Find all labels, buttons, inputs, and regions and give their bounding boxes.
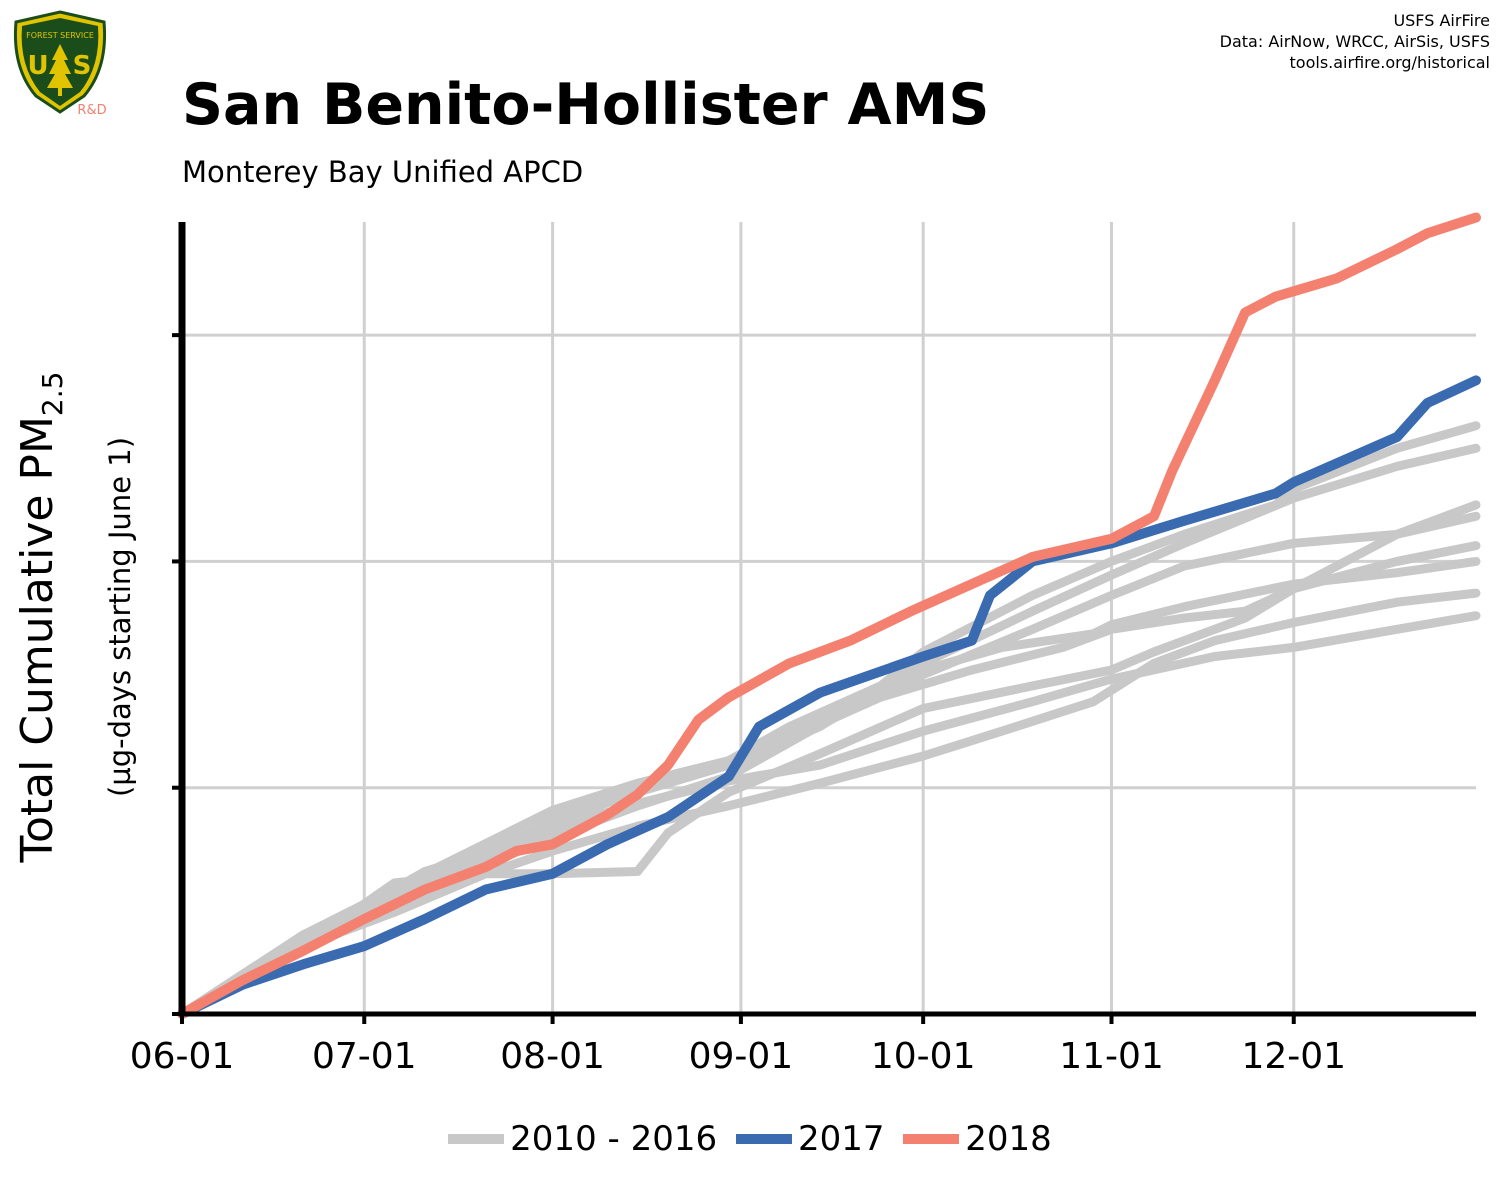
history-series — [177, 421, 1481, 1019]
legend-swatch-2018 — [903, 1134, 960, 1144]
legend-item-2017: 2017 — [735, 1119, 885, 1159]
svg-text:U: U — [27, 51, 48, 81]
legend-label-history: 2010 - 2016 — [510, 1119, 718, 1159]
y-axis-units: (µg-days starting June 1) — [103, 437, 137, 797]
credits-block: USFS AirFire Data: AirNow, WRCC, AirSis,… — [1220, 10, 1490, 73]
x-tick-label: 07-01 — [312, 1036, 417, 1077]
y-axis-label: Total Cumulative PM2.5 — [12, 372, 69, 864]
y-axis-title: Total Cumulative PM — [12, 416, 63, 863]
highlight-series — [177, 212, 1481, 1019]
x-tick-labels: 06-01 07-01 08-01 09-01 10-01 11-01 12-01 — [130, 1036, 1346, 1077]
legend: 2010 - 2016 2017 2018 — [0, 1113, 1500, 1159]
logo-label: R&D — [77, 103, 106, 118]
series-line-2018 — [177, 212, 1481, 1019]
usfs-shield-icon: FOREST SERVICE U S R&D — [13, 10, 107, 118]
legend-item-2018: 2018 — [903, 1119, 1052, 1159]
legend-swatch-history — [448, 1134, 505, 1144]
axes — [172, 222, 1476, 1024]
svg-text:FOREST SERVICE: FOREST SERVICE — [26, 31, 94, 40]
grid-lines — [182, 222, 1476, 1014]
svg-text:Total Cumulative PM2.5: Total Cumulative PM2.5 — [12, 372, 69, 864]
legend-swatch-2017 — [735, 1134, 792, 1144]
credit-line: USFS AirFire — [1393, 11, 1490, 30]
x-tick-label: 11-01 — [1059, 1036, 1164, 1077]
legend-label-2018: 2018 — [965, 1119, 1052, 1159]
legend-item-history: 2010 - 2016 — [448, 1119, 717, 1159]
x-tick-label: 12-01 — [1241, 1036, 1346, 1077]
y-axis-subscript: 2.5 — [36, 372, 69, 417]
legend-label-2017: 2017 — [797, 1119, 885, 1159]
x-tick-label: 08-01 — [500, 1036, 605, 1077]
chart-title: San Benito-Hollister AMS — [182, 72, 990, 138]
series-line-history — [177, 588, 1481, 1019]
x-tick-label: 10-01 — [871, 1036, 976, 1077]
svg-text:S: S — [73, 51, 92, 81]
chart-subtitle: Monterey Bay Unified APCD — [182, 155, 584, 189]
series-line-history — [177, 443, 1481, 1019]
credit-line: Data: AirNow, WRCC, AirSis, USFS — [1219, 32, 1490, 51]
credit-line: tools.airfire.org/historical — [1289, 53, 1490, 72]
series-line-2017 — [177, 375, 1481, 1019]
x-tick-label: 09-01 — [689, 1036, 794, 1077]
x-tick-label: 06-01 — [130, 1036, 235, 1077]
series-line-history — [177, 611, 1481, 1019]
